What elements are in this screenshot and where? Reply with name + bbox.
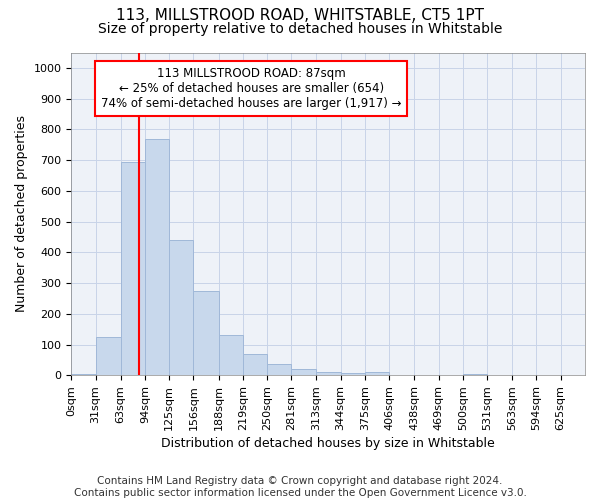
Bar — [121, 162, 145, 376]
Text: 113, MILLSTROOD ROAD, WHITSTABLE, CT5 1PT: 113, MILLSTROOD ROAD, WHITSTABLE, CT5 1P… — [116, 8, 484, 22]
Bar — [365, 372, 389, 376]
Bar — [316, 372, 341, 376]
Bar — [292, 369, 316, 376]
Text: Size of property relative to detached houses in Whitstable: Size of property relative to detached ho… — [98, 22, 502, 36]
X-axis label: Distribution of detached houses by size in Whitstable: Distribution of detached houses by size … — [161, 437, 495, 450]
Bar — [267, 364, 292, 376]
Bar — [193, 291, 218, 376]
Bar — [169, 240, 193, 376]
Bar — [341, 373, 365, 376]
Bar — [145, 138, 169, 376]
Bar — [71, 374, 95, 376]
Bar — [95, 337, 121, 376]
Y-axis label: Number of detached properties: Number of detached properties — [15, 116, 28, 312]
Text: Contains HM Land Registry data © Crown copyright and database right 2024.
Contai: Contains HM Land Registry data © Crown c… — [74, 476, 526, 498]
Bar — [218, 336, 243, 376]
Text: 113 MILLSTROOD ROAD: 87sqm
← 25% of detached houses are smaller (654)
74% of sem: 113 MILLSTROOD ROAD: 87sqm ← 25% of deta… — [101, 67, 401, 110]
Bar — [463, 374, 487, 376]
Bar — [243, 354, 267, 376]
